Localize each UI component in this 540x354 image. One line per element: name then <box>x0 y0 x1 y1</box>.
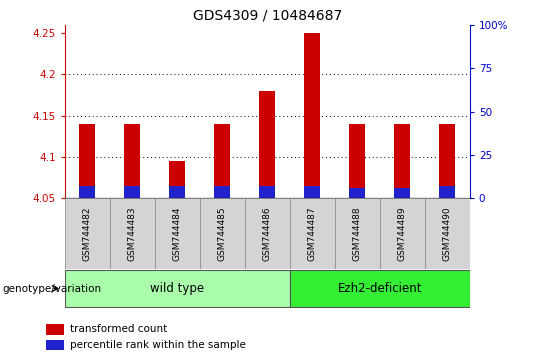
Bar <box>214 124 230 198</box>
Title: GDS4309 / 10484687: GDS4309 / 10484687 <box>193 8 342 22</box>
Bar <box>46 324 64 335</box>
Text: Ezh2-deficient: Ezh2-deficient <box>338 282 422 295</box>
Bar <box>124 186 140 198</box>
Bar <box>440 186 455 198</box>
Bar <box>394 188 410 198</box>
Text: GSM744487: GSM744487 <box>308 206 317 261</box>
Bar <box>349 188 365 198</box>
Text: GSM744488: GSM744488 <box>353 206 362 261</box>
Bar <box>155 198 200 269</box>
Bar <box>65 270 290 307</box>
Bar <box>290 270 470 307</box>
Bar <box>380 198 425 269</box>
Bar <box>65 198 110 269</box>
Text: percentile rank within the sample: percentile rank within the sample <box>70 340 246 350</box>
Text: GSM744486: GSM744486 <box>263 206 272 261</box>
Bar <box>290 198 335 269</box>
Bar <box>170 161 185 198</box>
Bar <box>349 124 365 198</box>
Bar <box>305 186 320 198</box>
Bar <box>305 33 320 198</box>
Text: GSM744490: GSM744490 <box>443 206 452 261</box>
Bar <box>214 186 230 198</box>
Bar <box>425 198 470 269</box>
Bar <box>335 198 380 269</box>
Bar <box>440 124 455 198</box>
Text: GSM744482: GSM744482 <box>83 206 92 261</box>
Text: GSM744483: GSM744483 <box>128 206 137 261</box>
Text: GSM744489: GSM744489 <box>398 206 407 261</box>
Text: transformed count: transformed count <box>70 324 167 334</box>
Bar <box>259 186 275 198</box>
Bar <box>259 91 275 198</box>
Text: GSM744485: GSM744485 <box>218 206 227 261</box>
Bar <box>79 124 95 198</box>
Bar <box>394 124 410 198</box>
Bar <box>79 186 95 198</box>
Text: wild type: wild type <box>150 282 204 295</box>
Bar <box>200 198 245 269</box>
Bar <box>245 198 290 269</box>
Text: GSM744484: GSM744484 <box>173 206 182 261</box>
Bar <box>124 124 140 198</box>
Bar <box>170 186 185 198</box>
Bar <box>110 198 155 269</box>
Text: genotype/variation: genotype/variation <box>3 284 102 293</box>
Bar <box>46 340 64 350</box>
